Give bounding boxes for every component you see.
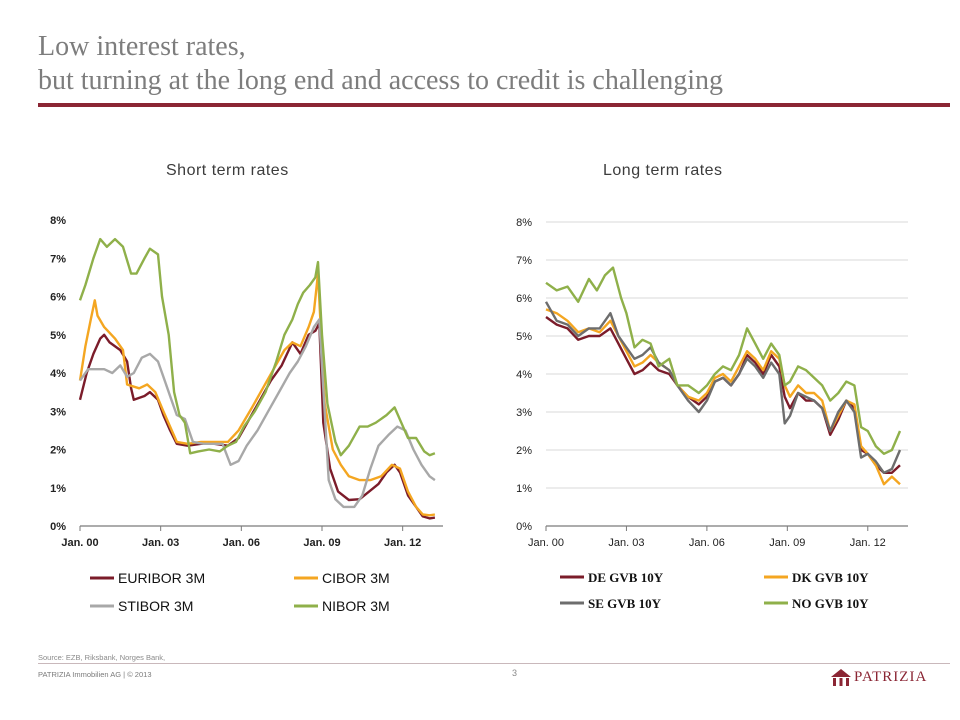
series-line-se-gvb-10y bbox=[544, 301, 902, 474]
legend-label: NIBOR 3M bbox=[322, 598, 390, 614]
y-tick-label: 5% bbox=[50, 330, 66, 342]
x-tick-label: Jan. 00 bbox=[528, 537, 564, 549]
x-tick-label: Jan. 06 bbox=[689, 537, 725, 549]
y-tick-label: 6% bbox=[516, 293, 532, 305]
series-line-de-gvb-10y bbox=[545, 316, 901, 474]
patrizia-logo-icon bbox=[831, 669, 851, 686]
title-line-1: Low interest rates, bbox=[38, 31, 246, 62]
page-number: 3 bbox=[512, 668, 518, 678]
legend-label: DE GVB 10Y bbox=[588, 570, 664, 585]
legend-label: SE GVB 10Y bbox=[588, 596, 662, 611]
x-tick-label: Jan. 03 bbox=[608, 537, 644, 549]
x-tick-label: Jan. 12 bbox=[384, 537, 421, 549]
y-tick-label: 0% bbox=[516, 521, 532, 533]
footer-company: PATRIZIA Immobilien AG | © 2013 bbox=[38, 670, 152, 679]
y-tick-label: 2% bbox=[50, 445, 66, 457]
x-tick-label: Jan. 06 bbox=[223, 537, 260, 549]
footer-rule bbox=[38, 663, 950, 664]
y-tick-label: 2% bbox=[516, 445, 532, 457]
x-tick-label: Jan. 12 bbox=[850, 537, 886, 549]
legend-label: NO GVB 10Y bbox=[792, 596, 869, 611]
slide-title: Low interest rates, but turning at the l… bbox=[38, 30, 723, 98]
y-tick-label: 1% bbox=[50, 483, 66, 495]
series-line-no-gvb-10y bbox=[545, 266, 902, 455]
y-tick-label: 4% bbox=[516, 369, 532, 381]
y-tick-label: 6% bbox=[50, 292, 66, 304]
x-tick-label: Jan. 03 bbox=[142, 537, 179, 549]
y-tick-label: 3% bbox=[516, 407, 532, 419]
y-tick-label: 3% bbox=[50, 406, 66, 418]
y-tick-label: 4% bbox=[50, 368, 66, 380]
short-term-chart-title: Short term rates bbox=[166, 162, 289, 179]
logo-wordmark: PATRIZIA bbox=[854, 669, 928, 685]
y-tick-label: 1% bbox=[516, 483, 532, 495]
legend-label: STIBOR 3M bbox=[118, 598, 193, 614]
y-tick-label: 7% bbox=[50, 253, 66, 265]
y-tick-label: 8% bbox=[50, 215, 66, 227]
series-line-cibor-3m bbox=[78, 272, 436, 517]
x-tick-label: Jan. 09 bbox=[769, 537, 805, 549]
legend-label: EURIBOR 3M bbox=[118, 570, 205, 586]
patrizia-logo: PATRIZIA bbox=[830, 668, 952, 690]
y-tick-label: 5% bbox=[516, 331, 532, 343]
series-line-stibor-3m bbox=[79, 318, 436, 509]
y-tick-label: 0% bbox=[50, 521, 66, 533]
x-tick-label: Jan. 09 bbox=[303, 537, 340, 549]
title-rule bbox=[38, 103, 950, 107]
x-tick-label: Jan. 00 bbox=[61, 537, 98, 549]
y-tick-label: 8% bbox=[516, 217, 532, 229]
title-line-2: but turning at the long end and access t… bbox=[38, 65, 724, 96]
legend-label: CIBOR 3M bbox=[322, 570, 390, 586]
y-tick-label: 7% bbox=[516, 255, 532, 267]
series-line-nibor-3m bbox=[78, 237, 436, 457]
legend-label: DK GVB 10Y bbox=[792, 570, 869, 585]
source-note: Source: EZB, Riksbank, Norges Bank, bbox=[38, 653, 166, 662]
long-term-chart-title: Long term rates bbox=[603, 162, 723, 179]
